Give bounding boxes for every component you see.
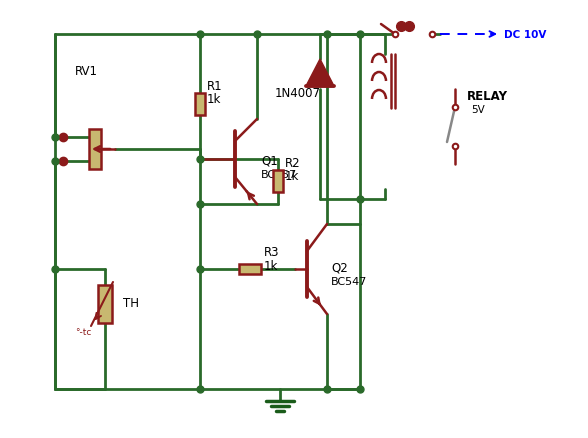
Bar — [273, 171, 283, 193]
Text: R1: R1 — [207, 80, 223, 93]
Text: 1k: 1k — [264, 259, 278, 272]
Bar — [98, 285, 112, 323]
Polygon shape — [306, 60, 334, 87]
Text: 5V: 5V — [471, 105, 485, 115]
Text: Q1: Q1 — [261, 155, 278, 168]
Text: R3: R3 — [264, 245, 279, 258]
Text: 1k: 1k — [285, 170, 299, 183]
Text: DC 10V: DC 10V — [504, 30, 546, 40]
Text: BC557: BC557 — [261, 170, 298, 180]
Text: 1N4007: 1N4007 — [275, 87, 321, 100]
Text: TH: TH — [123, 297, 139, 309]
Text: °-tc: °-tc — [75, 327, 91, 336]
Text: RV1: RV1 — [75, 65, 98, 78]
Text: BC547: BC547 — [331, 276, 368, 286]
Text: Q2: Q2 — [331, 261, 348, 274]
Bar — [89, 130, 101, 170]
Text: R2: R2 — [285, 157, 300, 170]
Text: RELAY: RELAY — [467, 90, 508, 103]
Bar — [239, 265, 261, 274]
Bar — [195, 94, 205, 116]
Text: 1k: 1k — [207, 93, 221, 106]
